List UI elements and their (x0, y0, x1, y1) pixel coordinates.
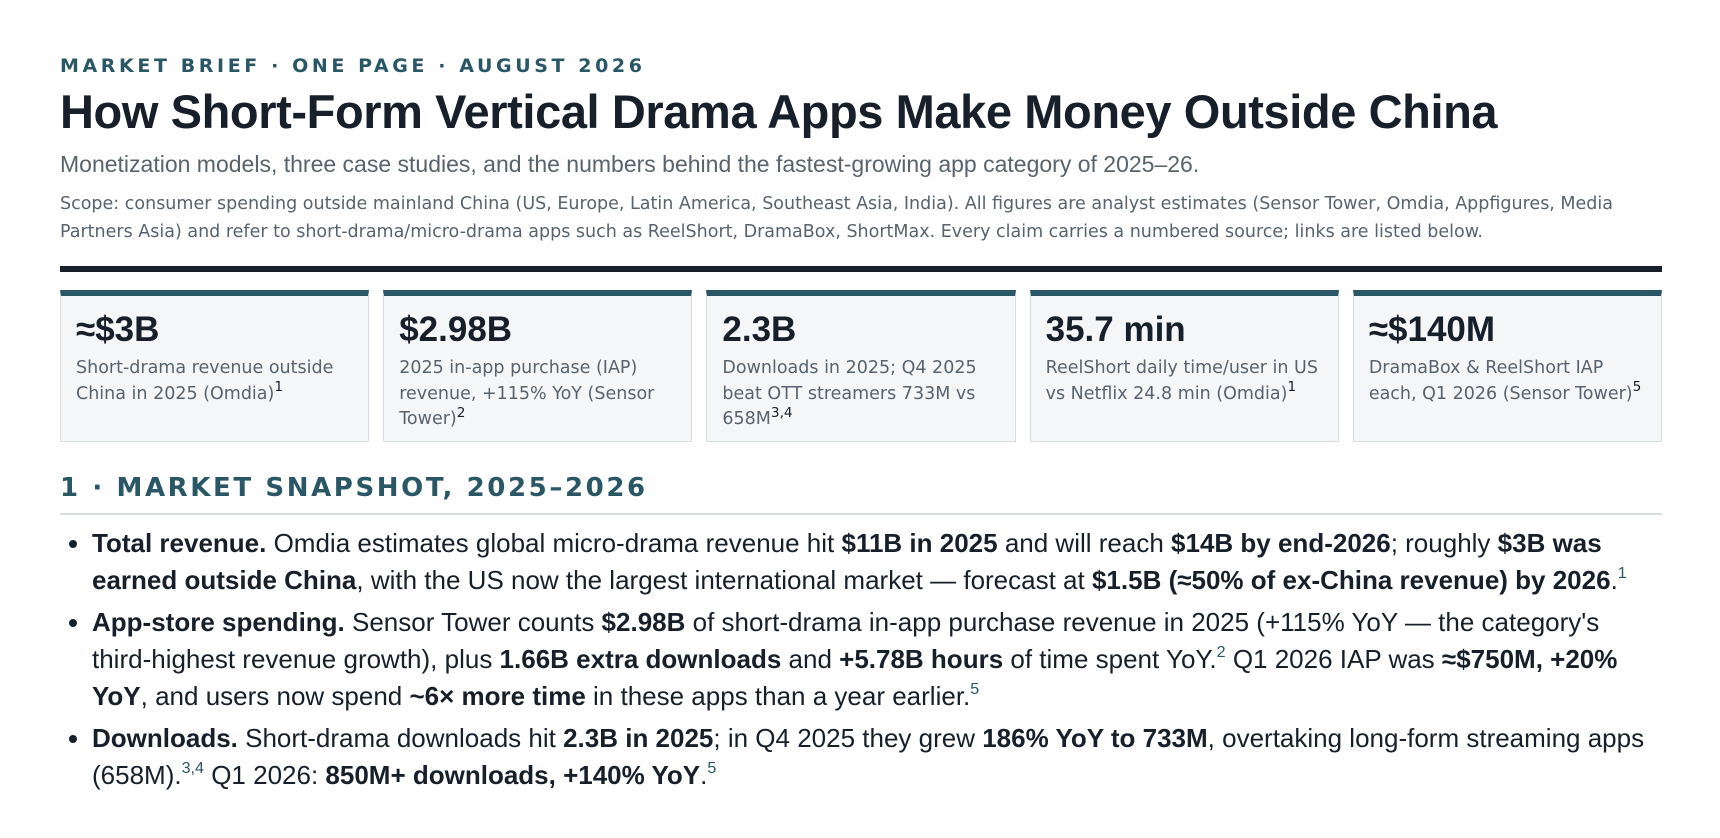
bullet-emphasis: +5.78B hours (839, 643, 1004, 674)
bullet-text: in these apps than a year earlier. (585, 680, 971, 711)
bullet-text: . (1610, 564, 1618, 595)
source-ref: 2 (1216, 643, 1226, 662)
market-brief-page: MARKET BRIEF · ONE PAGE · AUGUST 2026 Ho… (60, 52, 1663, 799)
source-ref: 5 (970, 680, 980, 699)
kicker: MARKET BRIEF · ONE PAGE · AUGUST 2026 (60, 55, 646, 77)
page-subtitle: Monetization models, three case studies,… (60, 151, 1200, 177)
stat-value: ≈$140M (1368, 310, 1496, 349)
bullet-total-revenue: Total revenue. Omdia estimates global mi… (92, 525, 1662, 599)
bullet-emphasis: 2.3B in 2025 (563, 722, 714, 753)
bullet-text: Q1 2026: (203, 759, 326, 790)
bullet-text: of short-drama in-app purchase revenue i… (92, 606, 1600, 674)
stat-value: $2.98B (399, 310, 513, 349)
section-heading: 1 · MARKET SNAPSHOT, 2025–2026 (60, 473, 648, 503)
bullet-emphasis: $1.5B (≈50% of ex-China revenue) by 2026 (1091, 564, 1611, 595)
bullet-lead: Total revenue. (92, 527, 267, 558)
bullet-text: Omdia estimates global micro-drama reven… (266, 527, 842, 558)
source-ref: 1 (274, 379, 284, 395)
stat-description-text: Short-drama revenue outside China in 202… (76, 358, 334, 404)
stat-description: DramaBox & ReelShort IAP each, Q1 2026 (… (1369, 356, 1645, 407)
stat-card-q1-iap: ≈$140M DramaBox & ReelShort IAP each, Q1… (1352, 290, 1663, 442)
bullet-text: . (700, 759, 708, 790)
bullet-text: Sensor Tower counts (344, 606, 602, 637)
bullet-text: and will reach (997, 527, 1172, 558)
bullet-emphasis: ~6× more time (409, 680, 586, 711)
bullet-text: Q1 2026 IAP was (1225, 643, 1442, 674)
stat-description-text: DramaBox & ReelShort IAP each, Q1 2026 (… (1368, 358, 1633, 404)
scope-note: Scope: consumer spending outside mainlan… (60, 194, 1613, 242)
bullet-emphasis: $11B in 2025 (841, 527, 998, 558)
bullet-text: ; in Q4 2025 they grew (713, 722, 983, 753)
stat-value: 35.7 min (1045, 310, 1186, 349)
bullet-downloads: Downloads. Short-drama downloads hit 2.3… (92, 720, 1662, 794)
bullet-emphasis: 850M+ downloads, +140% YoY (325, 759, 701, 790)
source-ref: 5 (1632, 379, 1642, 395)
snapshot-bullet-list: Total revenue. Omdia estimates global mi… (60, 525, 1662, 794)
bullet-emphasis: $14B by end-2026 (1171, 527, 1391, 558)
stat-description-text: Downloads in 2025; Q4 2025 beat OTT stre… (722, 358, 977, 429)
bullet-text: and (781, 643, 840, 674)
stat-card-daily-time: 35.7 min ReelShort daily time/user in US… (1029, 290, 1339, 442)
stat-description: 2025 in-app purchase (IAP) revenue, +115… (399, 356, 675, 433)
stat-card-offchina-revenue: ≈$3B Short-drama revenue outside China i… (60, 290, 370, 442)
stat-description-text: ReelShort daily time/user in US vs Netfl… (1045, 358, 1318, 404)
bullet-lead: App-store spending. (92, 606, 345, 637)
stat-cards: ≈$3B Short-drama revenue outside China i… (60, 290, 1663, 442)
stat-description: ReelShort daily time/user in US vs Netfl… (1046, 356, 1322, 407)
bullet-emphasis: ≈$750M, +20% YoY (92, 643, 1618, 711)
source-ref: 1 (1617, 564, 1627, 583)
bullet-app-store-spending: App-store spending. Sensor Tower counts … (92, 604, 1662, 715)
stat-description: Short-drama revenue outside China in 202… (76, 356, 352, 407)
source-ref: 3,4 (770, 404, 793, 421)
stat-card-iap-revenue: $2.98B 2025 in-app purchase (IAP) revenu… (383, 290, 693, 442)
section-divider (60, 513, 1662, 515)
source-ref: 1 (1287, 379, 1297, 395)
source-ref: 5 (707, 759, 717, 778)
stat-value: 2.3B (722, 310, 797, 349)
bullet-emphasis: $3B was earned outside China (92, 527, 1602, 595)
bullet-text: , overtaking long-form streaming apps (6… (92, 722, 1645, 790)
stat-description: Downloads in 2025; Q4 2025 beat OTT stre… (722, 356, 998, 433)
bullet-lead: Downloads. (92, 722, 238, 753)
bullet-emphasis: $2.98B (601, 606, 686, 637)
page-title: How Short-Form Vertical Drama Apps Make … (60, 85, 1498, 138)
bullet-emphasis: 186% YoY to 733M (982, 722, 1208, 753)
bullet-text: ; roughly (1390, 527, 1498, 558)
bullet-text: Short-drama downloads hit (237, 722, 564, 753)
stat-description-text: 2025 in-app purchase (IAP) revenue, +115… (399, 358, 655, 429)
source-ref: 3,4 (181, 759, 204, 778)
bullet-text: , with the US now the largest internatio… (356, 564, 1092, 595)
bullet-text: , and users now spend (140, 680, 410, 711)
stat-card-downloads: 2.3B Downloads in 2025; Q4 2025 beat OTT… (706, 290, 1016, 442)
bullet-text: of time spent YoY. (1003, 643, 1217, 674)
header-divider (60, 266, 1662, 272)
bullet-emphasis: 1.66B extra downloads (499, 643, 782, 674)
source-ref: 2 (456, 404, 466, 421)
stat-value: ≈$3B (76, 310, 160, 349)
